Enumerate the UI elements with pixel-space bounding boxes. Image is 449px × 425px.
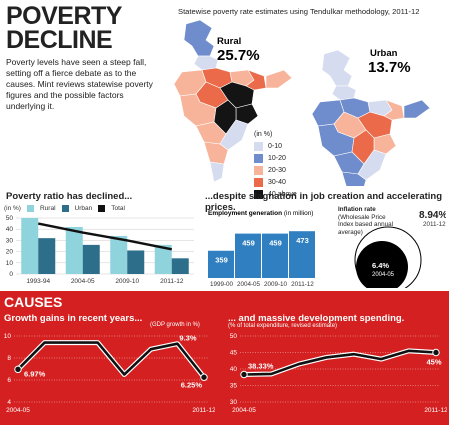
y-tick-label: 40 bbox=[230, 366, 238, 373]
data-label: 6.97% bbox=[24, 369, 46, 378]
legend-unit: (in %) bbox=[254, 128, 297, 140]
legend-item: 30-40 bbox=[254, 176, 297, 188]
x-tick-label: 2011-12 bbox=[291, 281, 314, 288]
poverty-chart-legend: (in %) Rural Urban Total bbox=[4, 205, 125, 212]
rural-map-value: 25.7% bbox=[217, 47, 260, 64]
legend-rural: Rural bbox=[40, 205, 56, 212]
inflation-year-2004: 2004-05 bbox=[372, 272, 395, 278]
bar-urban bbox=[83, 245, 100, 274]
legend-total: Total bbox=[111, 205, 125, 212]
legend-swatch bbox=[254, 142, 263, 151]
bar-urban bbox=[127, 250, 144, 274]
data-point bbox=[241, 371, 247, 377]
legend-label: 30-40 bbox=[268, 179, 286, 186]
x-tick-label: 2011-12 bbox=[192, 407, 215, 414]
y-tick-label: 10 bbox=[6, 260, 14, 267]
y-tick-label: 20 bbox=[6, 249, 14, 256]
legend-label: 10-20 bbox=[268, 155, 286, 162]
legend-swatch bbox=[254, 154, 263, 163]
maps-title: Statewise poverty rate estimates using T… bbox=[178, 7, 419, 16]
bar-value-label: 459 bbox=[242, 239, 255, 248]
employment-subtitle: Employment generation bbox=[208, 210, 282, 217]
legend-swatch-urban bbox=[62, 205, 69, 212]
y-tick-label: 30 bbox=[6, 237, 14, 244]
legend-swatch bbox=[254, 178, 263, 187]
y-tick-label: 30 bbox=[230, 399, 238, 406]
title-line-1: POVERTY bbox=[6, 4, 122, 28]
poverty-unit: (in %) bbox=[4, 205, 21, 212]
x-tick-label: 2004-05 bbox=[6, 407, 30, 414]
y-tick-label: 8 bbox=[7, 355, 11, 362]
inflation-value-2004: 6.4% bbox=[372, 261, 389, 270]
x-tick-label: 2004-05 bbox=[237, 281, 261, 288]
title-line-2: DECLINE bbox=[6, 28, 122, 52]
legend-item: 20-30 bbox=[254, 164, 297, 176]
rural-map-label: Rural bbox=[217, 36, 241, 47]
legend-swatch-total bbox=[98, 205, 105, 212]
map-legend: (in %) 0-10 10-20 20-30 30-40 40 above bbox=[254, 128, 297, 200]
bar-value-label: 473 bbox=[296, 236, 309, 245]
x-tick-label: 2004-05 bbox=[71, 278, 95, 285]
legend-urban: Urban bbox=[75, 205, 93, 212]
y-tick-label: 50 bbox=[230, 333, 238, 340]
y-tick-label: 40 bbox=[6, 226, 14, 233]
x-tick-label: 2011-12 bbox=[424, 407, 447, 414]
legend-label: 20-30 bbox=[268, 167, 286, 174]
y-tick-label: 6 bbox=[7, 377, 11, 384]
development-spending-chart: 30 35 40 45 50 2004-05 2011-12 38.33% 45% bbox=[222, 326, 447, 425]
bar-value-label: 459 bbox=[269, 239, 282, 248]
y-tick-label: 4 bbox=[7, 399, 11, 406]
x-tick-label: 1993-94 bbox=[26, 278, 50, 285]
urban-map-label: Urban bbox=[370, 48, 398, 59]
employment-chart: 359 1999-00 459 2004-05 459 2009-10 473 2011-12 bbox=[205, 218, 325, 288]
employment-subtitle-row: Employment generation (in million) bbox=[208, 210, 313, 217]
x-tick-label: 2011-12 bbox=[160, 278, 184, 285]
x-tick-label: 2009-10 bbox=[264, 281, 288, 288]
y-tick-label: 10 bbox=[4, 333, 12, 340]
y-tick-label: 50 bbox=[6, 215, 14, 222]
legend-swatch bbox=[254, 166, 263, 175]
intro-text: Poverty levels have seen a steep fall, s… bbox=[6, 57, 156, 112]
data-label: 45% bbox=[426, 358, 441, 367]
page-title: POVERTY DECLINE bbox=[6, 4, 122, 52]
legend-item: 10-20 bbox=[254, 152, 297, 164]
poverty-ratio-chart: 0 10 20 30 40 50 1993-94 2004-05 2009-10 2011-12 bbox=[0, 214, 200, 290]
urban-map-value: 13.7% bbox=[368, 59, 411, 76]
growth-heading: Growth gains in recent years... bbox=[4, 313, 142, 324]
gdp-growth-chart: 4 6 8 10 2004-05 2011-12 6.97% 9.3% 6.25% bbox=[0, 326, 215, 425]
inflation-chart: 8.94% 2011-12 6.4% 2004-05 bbox=[326, 204, 446, 288]
bar-urban bbox=[172, 258, 189, 274]
data-label: 38.33% bbox=[248, 362, 274, 371]
legend-swatch-rural bbox=[27, 205, 34, 212]
employment-unit: (in million) bbox=[284, 210, 314, 217]
bar-urban bbox=[38, 238, 55, 274]
data-label: 9.3% bbox=[179, 334, 196, 343]
data-point bbox=[433, 349, 439, 355]
causes-title: CAUSES bbox=[4, 294, 62, 310]
x-tick-label: 2004-05 bbox=[232, 407, 256, 414]
inflation-value-2011: 8.94% bbox=[419, 210, 446, 221]
data-label: 6.25% bbox=[181, 380, 203, 389]
legend-item: 0-10 bbox=[254, 140, 297, 152]
y-tick-label: 0 bbox=[9, 271, 13, 278]
legend-label: 0-10 bbox=[268, 143, 282, 150]
bar-rural bbox=[21, 218, 38, 274]
total-line bbox=[38, 224, 172, 250]
india-maps: Rural 25.7% Urban 13.7% bbox=[162, 16, 442, 186]
inflation-year-2011: 2011-12 bbox=[423, 221, 446, 228]
bar-rural bbox=[110, 236, 127, 274]
poverty-chart-heading: Poverty ratio has declined... bbox=[6, 191, 132, 202]
y-tick-label: 45 bbox=[230, 350, 238, 357]
x-tick-label: 2009-10 bbox=[115, 278, 139, 285]
x-tick-label: 1999-00 bbox=[210, 281, 234, 288]
bar-rural bbox=[66, 227, 83, 274]
data-point bbox=[15, 366, 21, 372]
series-line bbox=[18, 343, 204, 378]
bar-value-label: 359 bbox=[215, 256, 228, 265]
y-tick-label: 35 bbox=[230, 383, 238, 390]
